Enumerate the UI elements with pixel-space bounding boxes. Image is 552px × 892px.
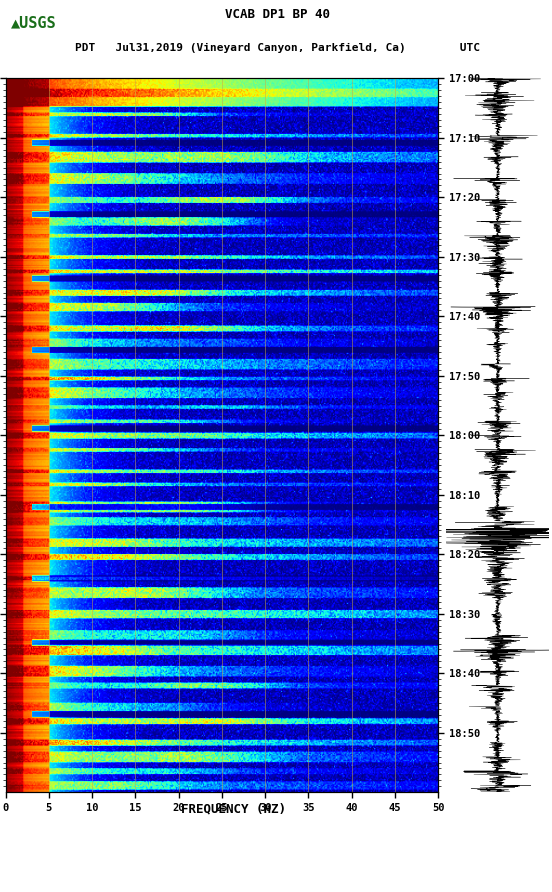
Text: FREQUENCY (HZ): FREQUENCY (HZ)	[182, 802, 286, 815]
Text: VCAB DP1 BP 40: VCAB DP1 BP 40	[225, 8, 330, 21]
Text: ▲USGS: ▲USGS	[11, 15, 57, 30]
Text: PDT   Jul31,2019 (Vineyard Canyon, Parkfield, Ca)        UTC: PDT Jul31,2019 (Vineyard Canyon, Parkfie…	[75, 43, 480, 53]
